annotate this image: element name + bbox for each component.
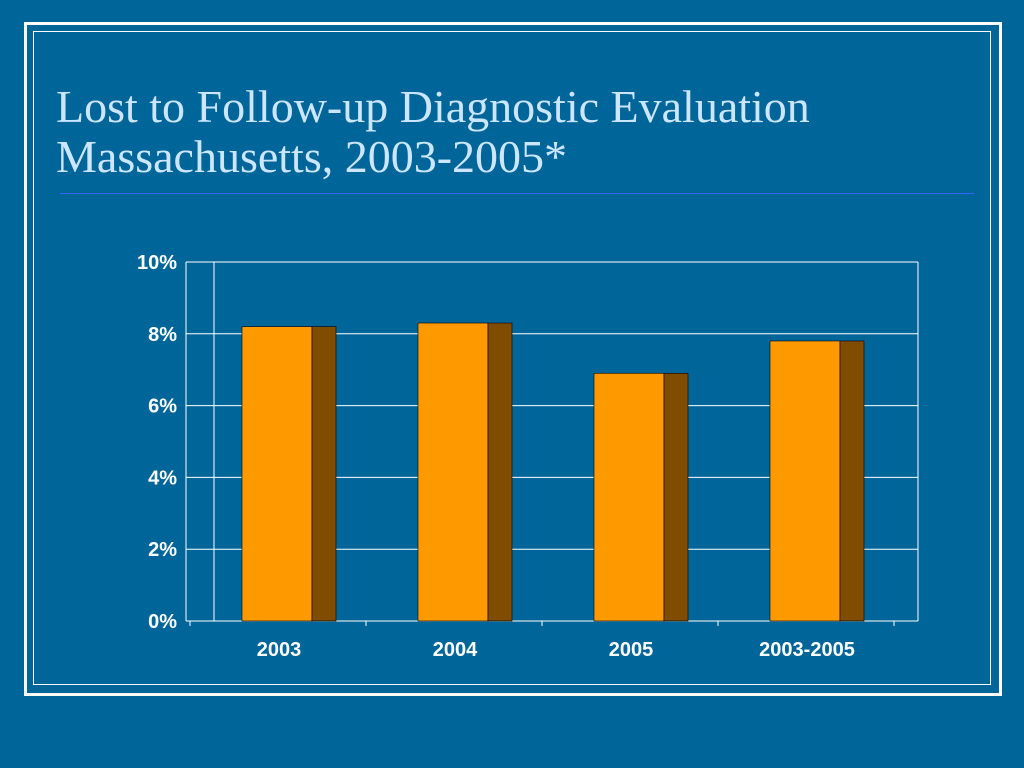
slide-frame-outer	[24, 22, 1002, 696]
bar-side	[663, 372, 689, 622]
bar-front	[417, 322, 489, 622]
x-category-label: 2003	[257, 639, 302, 661]
bar-side	[311, 326, 337, 622]
x-category-label: 2005	[609, 639, 654, 661]
bar-side	[839, 340, 865, 622]
slide-title: Lost to Follow-up Diagnostic Evaluation …	[56, 82, 976, 182]
bar-front	[593, 372, 665, 622]
y-tick-label: 6%	[148, 396, 177, 418]
bar-side	[487, 322, 513, 622]
title-line-2: Massachusetts, 2003-2005*	[56, 131, 568, 182]
x-category-label: 2003-2005	[759, 639, 855, 661]
bar-front	[769, 340, 841, 622]
y-tick-label: 8%	[148, 324, 177, 346]
title-underline	[60, 193, 974, 194]
bar-front	[241, 326, 313, 622]
y-tick-label: 10%	[137, 252, 177, 274]
y-tick-label: 0%	[148, 611, 177, 633]
title-line-1: Lost to Follow-up Diagnostic Evaluation	[56, 81, 810, 132]
y-tick-label: 2%	[148, 539, 177, 561]
x-category-label: 2004	[433, 639, 478, 661]
y-tick-label: 4%	[148, 467, 177, 489]
slide-frame-inner	[33, 31, 991, 685]
